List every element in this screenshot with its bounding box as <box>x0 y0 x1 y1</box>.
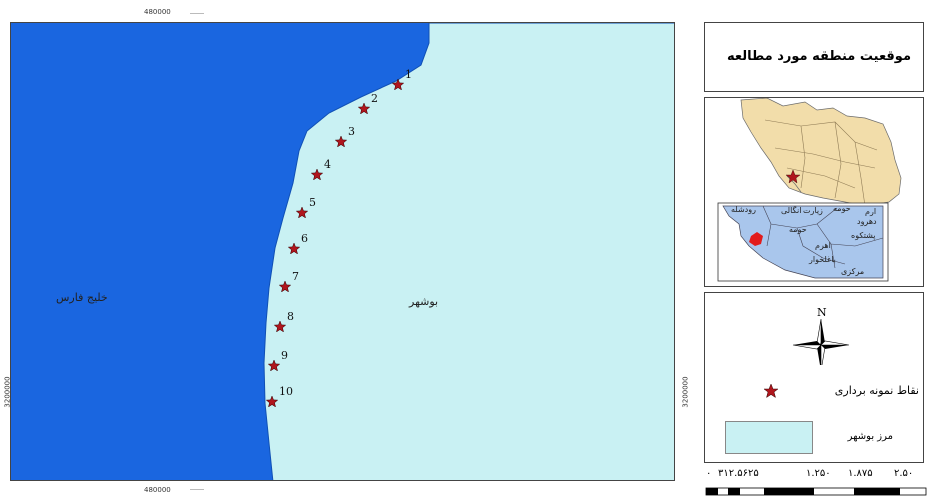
sample-point-star-icon <box>763 383 779 399</box>
sample-point-marker[interactable] <box>295 206 309 219</box>
sea-label: خلیج فارس <box>56 291 108 304</box>
bushehr-province <box>722 205 884 279</box>
sample-point-marker[interactable] <box>265 395 279 408</box>
title-panel: موقعیت منطقه مورد مطالعه <box>704 22 924 92</box>
sample-point-marker[interactable] <box>391 78 405 91</box>
top-coord-label: 480000 <box>144 8 171 16</box>
sample-points-legend-label: نقاط نمونه برداری <box>834 384 919 397</box>
legend-panel: N نقاط نمونه برداری مرز بوشهر <box>704 292 924 463</box>
scale-label-0: ۰ <box>706 468 712 479</box>
map-canvas: خلیج فارس بوشهر 1 2 3 4 5 6 7 8 9 10 <box>11 23 674 480</box>
county-boundaries <box>762 205 884 269</box>
left-coord-label: 3200000 <box>3 376 12 408</box>
bottom-coord-tick <box>190 489 204 490</box>
county-label: باغلخوار <box>808 255 836 264</box>
sample-point-label: 7 <box>292 270 299 283</box>
sample-point-marker[interactable] <box>273 320 287 333</box>
top-coord-tick <box>190 13 204 14</box>
sample-point-label: 3 <box>348 125 355 138</box>
boundary-legend-label: مرز بوشهر <box>847 431 893 442</box>
county-label: زیارت <box>803 206 823 215</box>
scale-label-1: ۳۱۲.۵۶۲۵ <box>718 468 759 479</box>
county-label: ارم <box>865 207 876 216</box>
sample-point-label: 9 <box>281 349 288 362</box>
right-coord-label: 3200000 <box>681 376 690 408</box>
sample-points-layer: 1 2 3 4 5 6 7 8 9 10 <box>265 68 412 408</box>
sample-point-label: 1 <box>405 68 412 81</box>
boundary-swatch <box>725 421 813 454</box>
sample-point-label: 8 <box>287 310 294 323</box>
sample-point-label: 6 <box>301 232 308 245</box>
scale-label-2: ۱.۲۵۰ <box>806 468 831 479</box>
study-area-highlight <box>749 232 763 246</box>
county-label: اهرم <box>815 241 831 250</box>
bushehr-land <box>263 23 674 480</box>
county-label: حومه <box>789 225 807 234</box>
iran-map <box>740 98 902 207</box>
location-star-icon <box>785 169 801 184</box>
north-letter: N <box>817 306 827 319</box>
scale-label-3: ۱.۸۷۵ <box>848 468 873 479</box>
sample-point-marker[interactable] <box>278 280 292 293</box>
north-arrow-icon: N <box>792 306 850 365</box>
iran-province-lines <box>764 119 878 207</box>
sample-point-marker[interactable] <box>287 242 301 255</box>
county-label: دهرود <box>857 217 877 226</box>
sample-point-label: 10 <box>279 385 293 398</box>
sample-point-marker[interactable] <box>357 102 371 115</box>
land-label: بوشهر <box>408 295 438 308</box>
county-label: حومه <box>833 204 851 213</box>
scale-bar: ۰ ۳۱۲.۵۶۲۵ ۱.۲۵۰ ۱.۸۷۵ ۲.۵۰ <box>704 468 928 497</box>
scale-label-4: ۲.۵۰ <box>894 468 914 479</box>
map-title: موقعیت منطقه مورد مطالعه <box>726 49 911 64</box>
sample-point-marker[interactable] <box>334 135 348 148</box>
main-map[interactable]: خلیج فارس بوشهر 1 2 3 4 5 6 7 8 9 10 <box>10 22 675 481</box>
sample-point-label: 4 <box>324 158 331 171</box>
bottom-coord-label: 480000 <box>144 486 171 494</box>
scale-bar-graphic <box>705 487 927 496</box>
county-label: مرکزی <box>841 267 864 276</box>
locator-map-panel: ارم حومه زیارت انگالی رودشله دهرود حومه پشتکوه ا… <box>704 97 924 287</box>
sample-point-marker[interactable] <box>267 359 281 372</box>
sample-point-marker[interactable] <box>310 168 324 181</box>
county-label: رودشله <box>731 205 756 214</box>
county-label: پشتکوه <box>851 231 876 240</box>
sample-point-label: 2 <box>371 92 378 105</box>
county-label: انگالی <box>781 205 801 215</box>
sample-point-label: 5 <box>309 196 316 209</box>
